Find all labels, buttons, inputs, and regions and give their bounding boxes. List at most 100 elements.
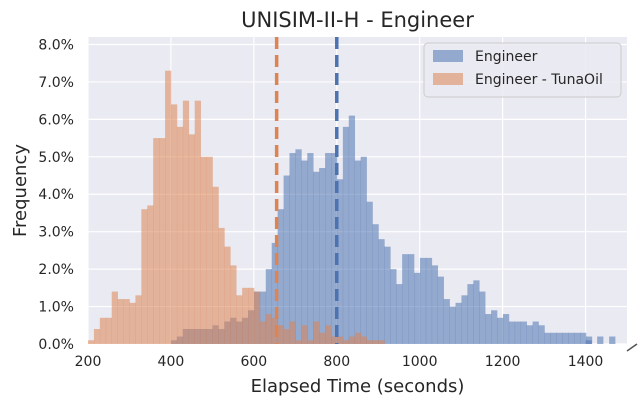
engineer-bar	[277, 209, 284, 344]
axis-ticks: 200 400 600 800 1000 1200 1400 0.0% 1.0% 2.0% 3.0%…	[38, 37, 603, 370]
engineer-bar	[461, 295, 468, 344]
engineer-bar	[502, 314, 510, 344]
y-tick-label: 6.0%	[38, 112, 74, 128]
tunaoil-bar	[283, 329, 290, 344]
tunaoil-bar	[236, 295, 243, 344]
engineer-bar	[479, 291, 486, 344]
engineer-bar	[283, 175, 290, 344]
legend: Engineer Engineer - TunaOil	[423, 42, 622, 98]
tunaoil-bar	[378, 340, 385, 344]
engineer-bar	[301, 160, 308, 344]
tunaoil-bar	[301, 325, 308, 344]
tunaoil-bar	[165, 70, 172, 344]
y-tick-label: 3.0%	[38, 225, 74, 241]
tunaoil-bar	[182, 100, 190, 345]
legend-swatch-tunaoil	[433, 73, 463, 85]
engineer-bar	[437, 276, 444, 344]
tunaoil-bar	[88, 340, 95, 344]
engineer-bar	[574, 332, 581, 344]
tunaoil-bar	[277, 325, 284, 344]
x-tick-label: 1400	[568, 354, 604, 370]
legend-box	[423, 42, 622, 98]
tunaoil-bar	[337, 336, 344, 344]
engineer-bar	[550, 332, 557, 344]
tunaoil-bar	[129, 302, 136, 344]
x-tick-label: 600	[240, 354, 267, 370]
x-tick-label: 400	[158, 354, 185, 370]
tunaoil-bar	[354, 332, 362, 344]
tunaoil-bar	[159, 138, 166, 344]
tunaoil-bar	[289, 321, 296, 344]
tunaoil-bar	[171, 104, 178, 344]
engineer-bar	[331, 153, 338, 344]
tunaoil-bar	[147, 205, 154, 344]
tunaoil-bar	[153, 138, 160, 344]
engineer-bar	[336, 179, 344, 344]
tunaoil-bar	[218, 227, 225, 344]
engineer-bar	[538, 325, 545, 344]
engineer-bar	[396, 284, 403, 344]
engineer-bar	[289, 153, 296, 344]
engineer-bar	[514, 321, 522, 344]
engineer-bar	[390, 269, 397, 344]
engineer-bar	[325, 153, 332, 344]
tunaoil-bar	[194, 100, 201, 345]
tunaoil-bar	[254, 291, 261, 344]
tunaoil-bar	[248, 287, 255, 344]
engineer-bar	[580, 332, 587, 344]
engineer-bar	[449, 306, 456, 344]
engineer-bar	[455, 302, 462, 344]
tunaoil-bar	[188, 134, 196, 344]
engineer-bar	[259, 291, 267, 344]
engineer-bar	[544, 332, 551, 344]
tunaoil-bar	[212, 186, 219, 344]
tunaoil-bar	[360, 336, 367, 344]
engineer-bar	[408, 254, 415, 344]
chart-title: UNISIM-II-H - Engineer	[241, 8, 474, 32]
engineer-bar	[491, 310, 498, 344]
engineer-bar	[520, 321, 527, 344]
tunaoil-bar	[313, 321, 320, 344]
tunaoil-bar	[348, 336, 356, 344]
engineer-bar	[532, 321, 539, 344]
engineer-bar	[419, 257, 427, 344]
engineer-bar	[360, 156, 367, 344]
engineer-bar	[295, 149, 302, 344]
tunaoil-bar	[105, 317, 113, 344]
tunaoil-bar	[242, 287, 249, 344]
engineer-bar	[342, 126, 350, 344]
tunaoil-bar	[342, 340, 350, 344]
engineer-bar	[378, 239, 385, 344]
tunaoil-bar	[93, 329, 101, 344]
engineer-bar	[467, 284, 474, 344]
y-axis-label: Frequency	[10, 144, 31, 237]
engineer-bar	[585, 340, 592, 344]
engineer-bar	[508, 321, 516, 344]
y-tick-label: 2.0%	[38, 262, 74, 278]
tunaoil-bar	[141, 209, 148, 344]
y-tick-label: 0.0%	[38, 337, 74, 353]
tunaoil-bar	[135, 295, 142, 344]
tunaoil-bar	[295, 340, 302, 344]
engineer-bar	[402, 254, 409, 344]
engineer-bar	[431, 265, 439, 344]
x-axis-label: Elapsed Time (seconds)	[251, 376, 465, 397]
y-tick-label: 1.0%	[38, 300, 74, 316]
tunaoil-bar	[331, 336, 338, 344]
engineer-bar	[425, 257, 433, 344]
engineer-bar	[384, 246, 391, 344]
tunaoil-bar	[325, 325, 332, 344]
x-tick-label: 800	[323, 354, 350, 370]
tunaoil-bar	[372, 340, 379, 344]
y-tick-label: 8.0%	[38, 37, 74, 53]
tunaoil-bar	[319, 332, 326, 344]
engineer-bar	[414, 272, 421, 344]
tunaoil-bar	[176, 126, 184, 344]
y-tick-label: 7.0%	[38, 75, 74, 91]
engineer-bar	[562, 332, 569, 344]
engineer-bar	[265, 269, 273, 344]
engineer-bar	[348, 115, 356, 344]
engineer-bar	[556, 332, 563, 344]
engineer-bar	[526, 325, 533, 344]
